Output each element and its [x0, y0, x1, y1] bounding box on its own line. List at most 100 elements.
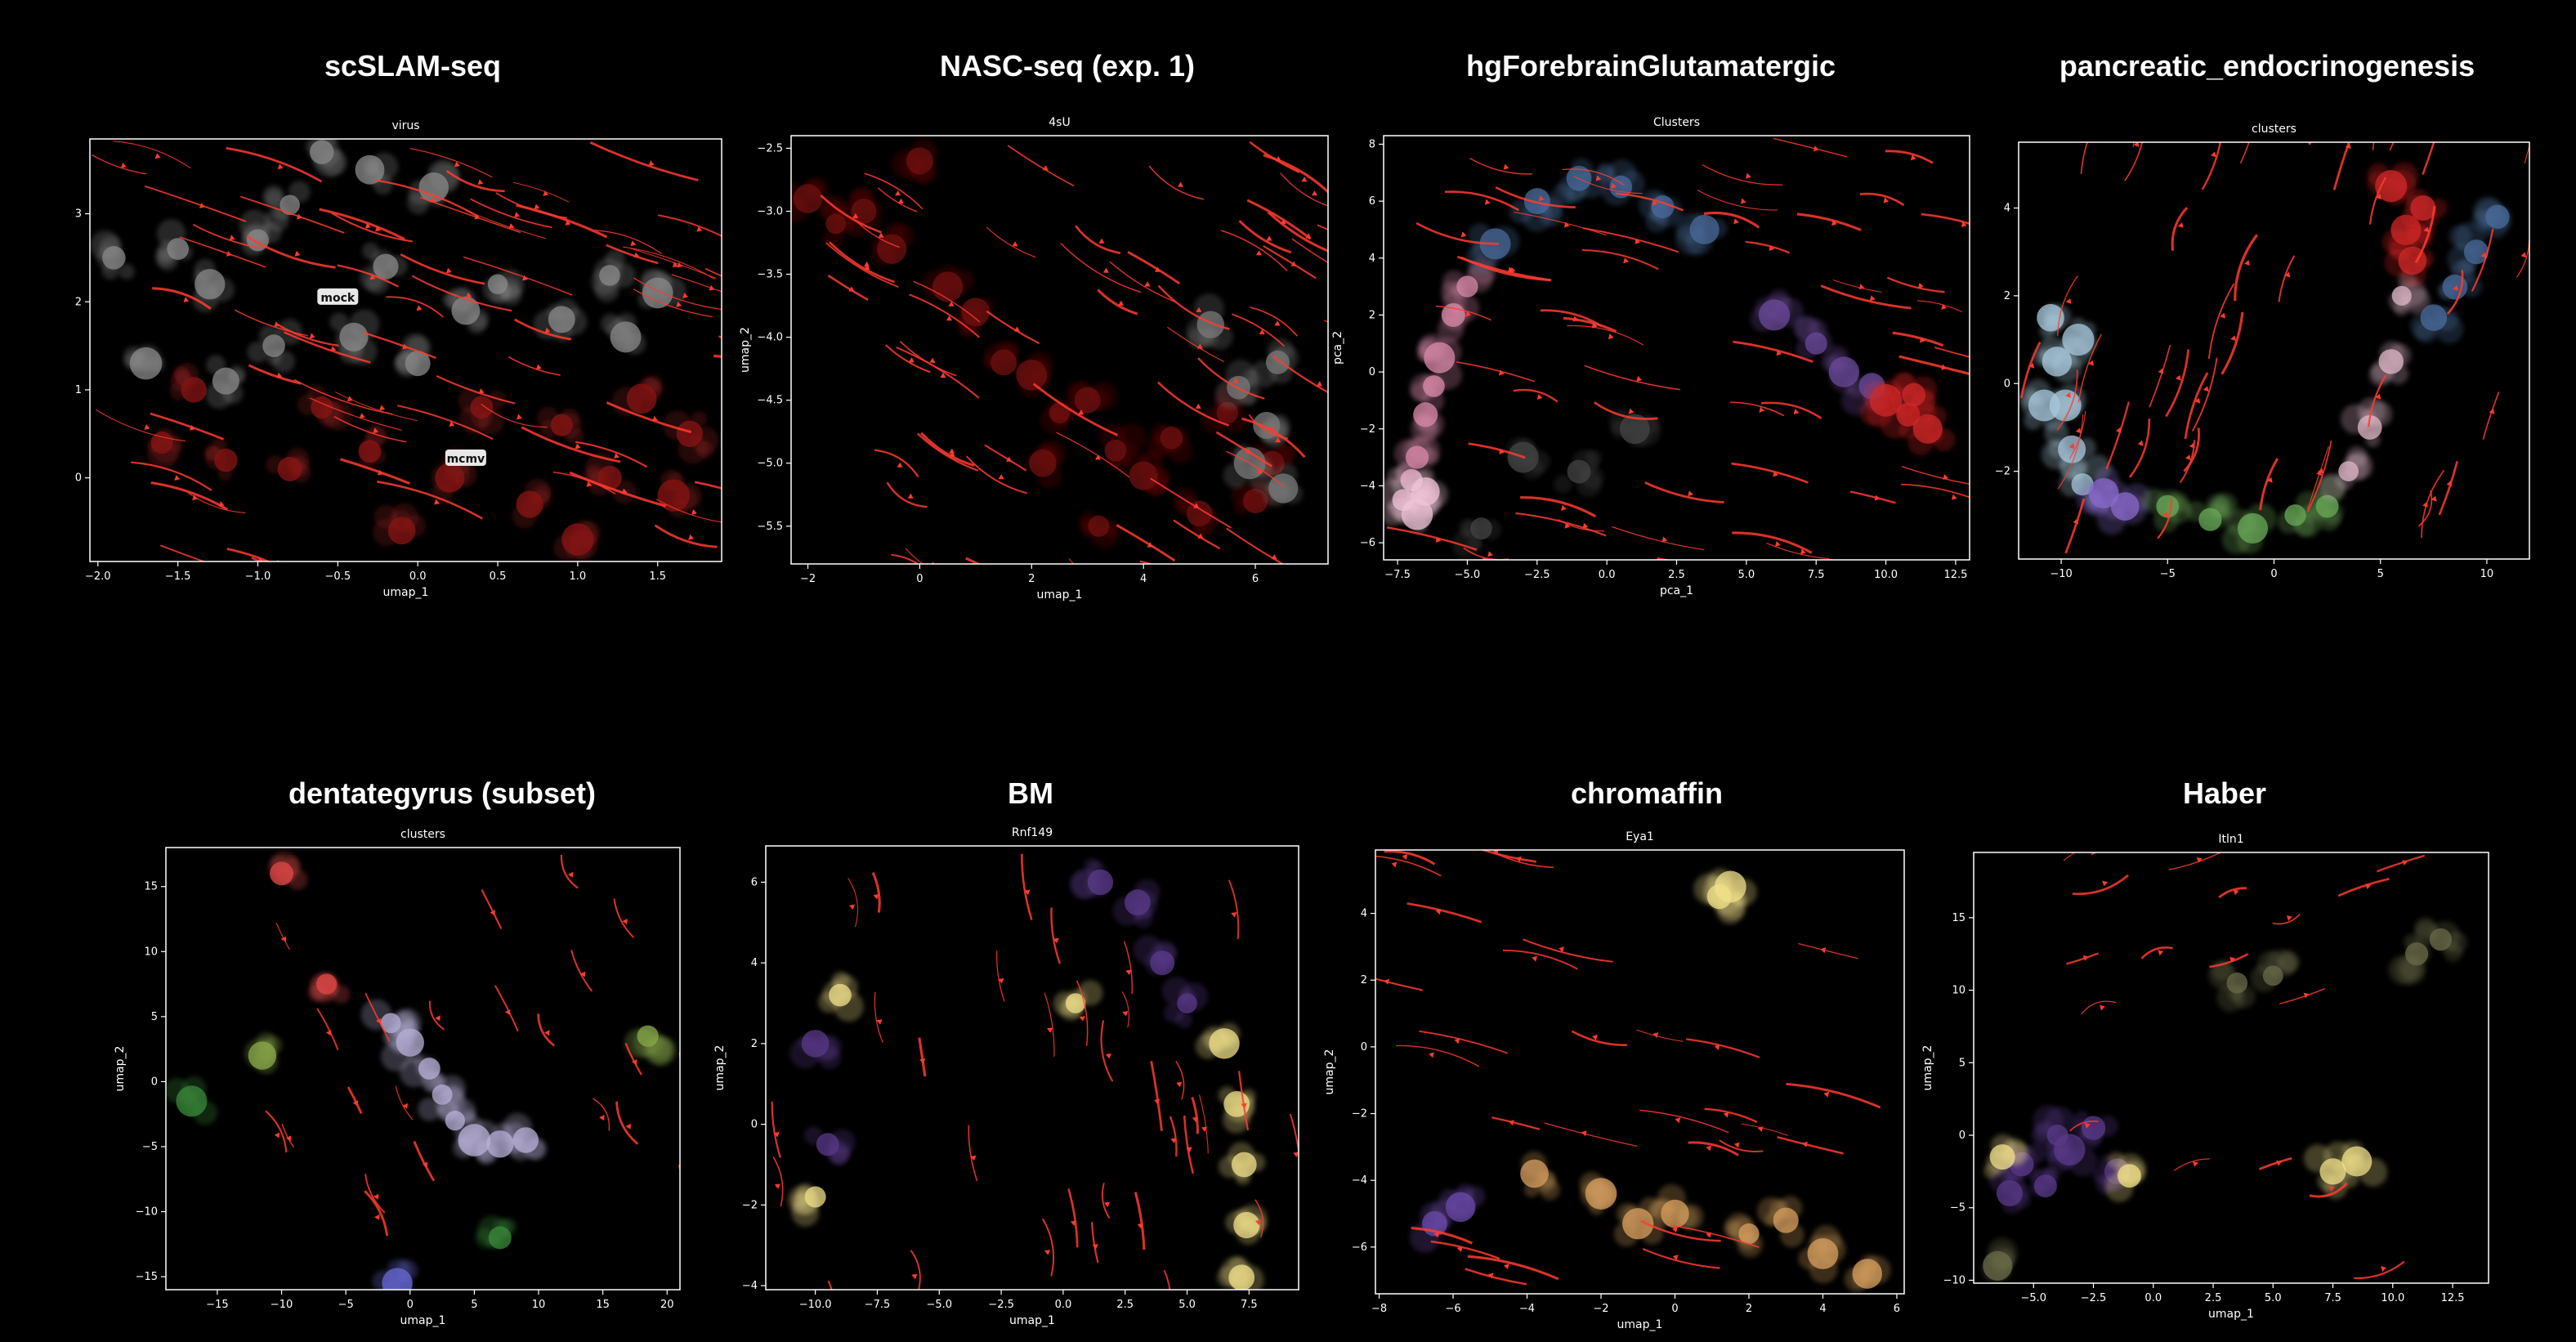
- data-point: [129, 347, 163, 380]
- velocity-streamline: [1415, 221, 1500, 245]
- velocity-arrowhead: [622, 919, 628, 924]
- data-point: [2262, 965, 2283, 986]
- velocity-streamline: [2239, 142, 2250, 164]
- velocity-streamline: [495, 192, 568, 219]
- velocity-streamline: [2417, 490, 2433, 527]
- velocity-arrowhead: [1274, 320, 1281, 326]
- x-tick-label: −8: [1371, 1303, 1387, 1315]
- velocity-streamline: [694, 481, 722, 490]
- velocity-arrowhead: [474, 213, 481, 220]
- data-point: [262, 334, 285, 357]
- data-point: [1651, 195, 1675, 219]
- x-tick-label: 2: [1028, 573, 1035, 585]
- axes-frame: [1973, 852, 2489, 1284]
- data-point: [277, 456, 302, 481]
- data-point: [801, 1030, 830, 1058]
- velocity-arrowhead: [1429, 1052, 1434, 1058]
- data-point: [248, 1041, 277, 1070]
- velocity-streamline: [1248, 414, 1288, 440]
- velocity-streamline: [1163, 1269, 1171, 1290]
- velocity-arrowhead: [2158, 368, 2164, 374]
- data-point: [418, 172, 449, 203]
- data-point: [561, 523, 594, 556]
- velocity-arrowhead: [373, 427, 379, 434]
- velocity-streamline: [2132, 142, 2135, 148]
- velocity-streamline: [918, 1037, 927, 1077]
- velocity-arrowhead: [490, 910, 495, 916]
- data-point: [1445, 1192, 1476, 1223]
- velocity-streamline: [347, 1086, 363, 1114]
- velocity-streamline: [2171, 207, 2189, 251]
- velocity-streamline: [1798, 942, 1858, 960]
- data-point: [311, 396, 333, 419]
- velocity-arrowhead: [2394, 125, 2399, 131]
- velocity-arrowhead: [1813, 145, 1819, 152]
- x-tick-label: 20: [660, 1299, 674, 1311]
- velocity-arrowhead: [281, 566, 287, 571]
- velocity-streamline: [1291, 238, 1328, 264]
- x-tick-label: 0: [1671, 1303, 1678, 1315]
- x-tick-label: 12.5: [2441, 1292, 2465, 1304]
- data-point: [1912, 414, 1943, 444]
- velocity-arrowhead: [2446, 481, 2453, 486]
- x-tick-label: 5: [471, 1299, 477, 1311]
- velocity-arrowhead: [2381, 111, 2387, 117]
- velocity-streamline: [2183, 427, 2200, 472]
- velocity-arrowhead: [1460, 231, 1467, 238]
- velocity-streamline: [1639, 1109, 1729, 1134]
- data-point: [315, 973, 338, 995]
- x-tick-label: −5.0: [2020, 1292, 2046, 1304]
- velocity-streamline: [516, 204, 608, 239]
- y-tick-label: 4: [2004, 203, 2010, 215]
- velocity-arrowhead: [183, 297, 190, 302]
- velocity-streamline: [239, 195, 345, 234]
- velocity-arrowhead: [1165, 1291, 1170, 1296]
- velocity-streamline: [1280, 172, 1328, 207]
- velocity-arrowhead: [2210, 151, 2216, 158]
- velocity-arrowhead: [1435, 536, 1442, 543]
- velocity-streamline: [593, 1098, 610, 1131]
- velocity-streamline: [1859, 192, 1905, 207]
- velocity-arrowhead: [445, 267, 452, 274]
- velocity-streamline: [1157, 381, 1230, 427]
- velocity-arrowhead: [2480, 252, 2487, 258]
- velocity-streamline: [2414, 205, 2436, 264]
- velocity-streamline: [1250, 306, 1298, 337]
- velocity-arrowhead: [120, 162, 127, 168]
- x-tick-label: −2: [1593, 1303, 1608, 1315]
- x-tick-label: −5: [2160, 568, 2176, 580]
- x-tick-label: −2.5: [2081, 1292, 2107, 1304]
- velocity-streamline: [2063, 852, 2077, 861]
- velocity-streamline: [633, 277, 722, 311]
- velocity-arrowhead: [1268, 425, 1275, 431]
- data-point: [1996, 1179, 2023, 1207]
- data-point: [1049, 402, 1071, 423]
- x-tick-label: 0.5: [490, 570, 507, 583]
- cell-halo: [1084, 858, 1100, 874]
- velocity-arrowhead: [1178, 181, 1183, 187]
- velocity-streamline: [2124, 142, 2144, 181]
- data-point: [1738, 1223, 1760, 1245]
- velocity-streamline: [1249, 141, 1300, 173]
- velocity-arrowhead: [199, 203, 205, 208]
- velocity-arrowhead: [575, 443, 581, 450]
- velocity-arrowhead: [2185, 454, 2191, 460]
- velocity-arrowhead: [2073, 518, 2079, 525]
- velocity-streamline: [2332, 142, 2350, 190]
- velocity-arrowhead: [2284, 271, 2291, 278]
- y-tick-label: −5: [1950, 1202, 1966, 1215]
- y-tick-label: 8: [1369, 138, 1375, 150]
- velocity-streamline: [1050, 907, 1062, 964]
- velocity-streamline: [1435, 306, 1491, 321]
- velocity-streamline: [671, 274, 722, 293]
- velocity-streamline: [2184, 372, 2209, 440]
- velocity-arrowhead: [1102, 267, 1109, 273]
- data-point: [991, 349, 1017, 376]
- velocity-streamline: [1375, 977, 1423, 991]
- velocity-streamline: [463, 256, 573, 296]
- data-point: [2110, 492, 2140, 521]
- data-point: [597, 465, 622, 490]
- x-tick-label: −10.0: [799, 1299, 832, 1311]
- velocity-arrowhead: [1008, 583, 1013, 588]
- x-tick-label: 10.0: [1874, 569, 1898, 581]
